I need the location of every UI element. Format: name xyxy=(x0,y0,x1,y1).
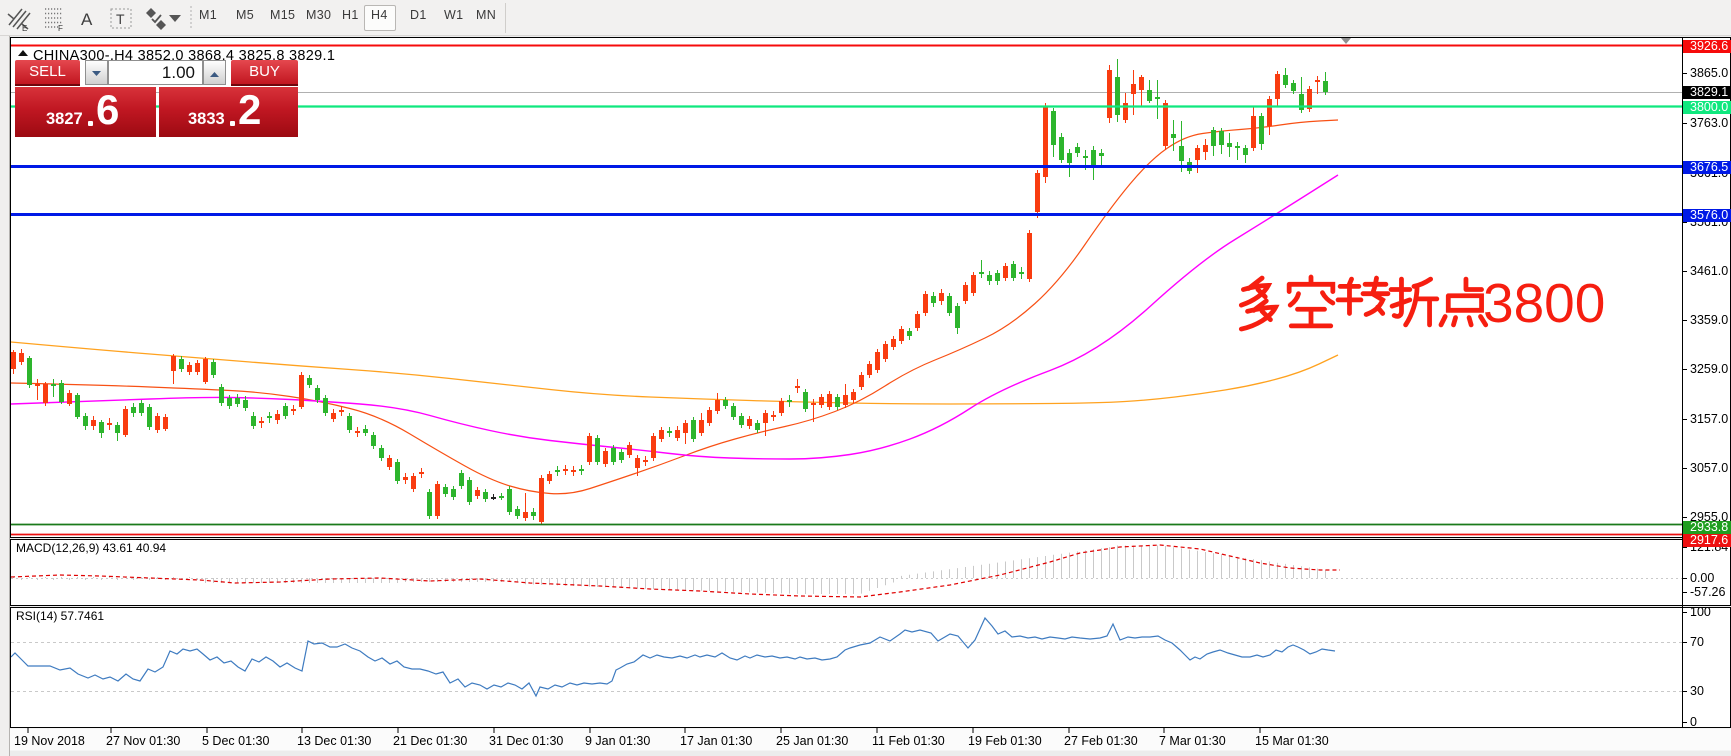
svg-text:0: 0 xyxy=(1690,715,1697,729)
svg-text:30: 30 xyxy=(1690,684,1704,698)
svg-text:T: T xyxy=(116,11,125,27)
svg-text:13 Dec 01:30: 13 Dec 01:30 xyxy=(297,734,371,748)
svg-text:27 Feb 01:30: 27 Feb 01:30 xyxy=(1064,734,1138,748)
svg-text:2955.0: 2955.0 xyxy=(1690,510,1728,524)
svg-text:3259.0: 3259.0 xyxy=(1690,362,1728,376)
svg-text:3865.0: 3865.0 xyxy=(1690,66,1728,80)
svg-text:19 Nov 2018: 19 Nov 2018 xyxy=(14,734,85,748)
svg-text:9 Jan 01:30: 9 Jan 01:30 xyxy=(585,734,650,748)
svg-text:11 Feb 01:30: 11 Feb 01:30 xyxy=(872,734,945,748)
svg-text:3359.0: 3359.0 xyxy=(1690,313,1728,327)
svg-text:25 Jan 01:30: 25 Jan 01:30 xyxy=(776,734,848,748)
svg-text:A: A xyxy=(81,10,93,29)
svg-text:3676.5: 3676.5 xyxy=(1690,160,1728,174)
svg-text:0.00: 0.00 xyxy=(1690,571,1714,585)
svg-text:19 Feb 01:30: 19 Feb 01:30 xyxy=(968,734,1042,748)
svg-text:2933.8: 2933.8 xyxy=(1690,520,1728,534)
svg-text:70: 70 xyxy=(1690,635,1704,649)
svg-text:F: F xyxy=(58,24,63,33)
svg-text:3926.6: 3926.6 xyxy=(1690,39,1728,53)
svg-text:3829.1: 3829.1 xyxy=(1690,85,1728,99)
svg-text:3800: 3800 xyxy=(1483,272,1605,334)
svg-text:17 Jan 01:30: 17 Jan 01:30 xyxy=(680,734,752,748)
svg-text:3461.0: 3461.0 xyxy=(1690,264,1728,278)
svg-text:100: 100 xyxy=(1690,605,1711,619)
svg-text:2917.6: 2917.6 xyxy=(1690,533,1728,547)
svg-text:3157.0: 3157.0 xyxy=(1690,412,1728,426)
svg-text:7 Mar 01:30: 7 Mar 01:30 xyxy=(1159,734,1226,748)
svg-text:-57.26: -57.26 xyxy=(1690,585,1725,599)
svg-text:MACD(12,26,9) 43.61 40.94: MACD(12,26,9) 43.61 40.94 xyxy=(16,541,166,555)
svg-text:3057.0: 3057.0 xyxy=(1690,461,1728,475)
svg-text:21 Dec 01:30: 21 Dec 01:30 xyxy=(393,734,467,748)
svg-text:27 Nov 01:30: 27 Nov 01:30 xyxy=(106,734,180,748)
svg-text:15 Mar 01:30: 15 Mar 01:30 xyxy=(1255,734,1329,748)
svg-text:3763.0: 3763.0 xyxy=(1690,116,1728,130)
svg-text:31 Dec 01:30: 31 Dec 01:30 xyxy=(489,734,563,748)
svg-text:3800.0: 3800.0 xyxy=(1690,100,1728,114)
svg-text:RSI(14) 57.7461: RSI(14) 57.7461 xyxy=(16,609,104,623)
svg-text:5 Dec 01:30: 5 Dec 01:30 xyxy=(202,734,269,748)
svg-text:E: E xyxy=(22,24,27,33)
svg-text:3576.0: 3576.0 xyxy=(1690,208,1728,222)
